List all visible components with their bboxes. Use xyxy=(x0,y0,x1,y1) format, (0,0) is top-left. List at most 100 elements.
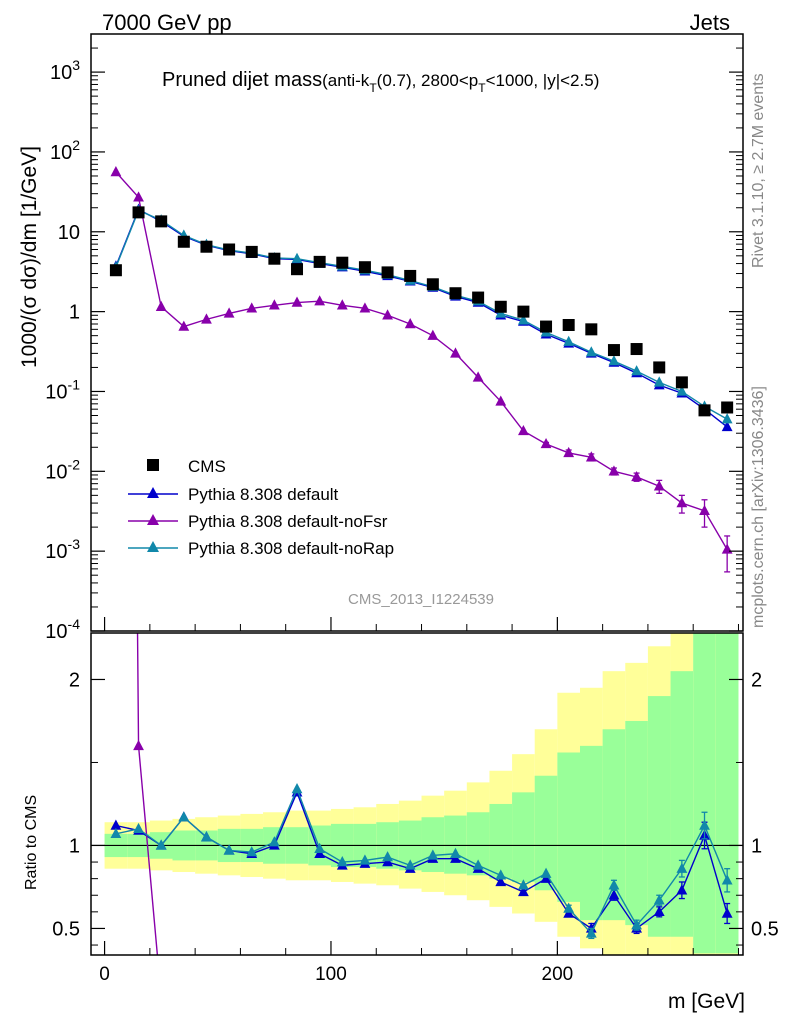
cms-point xyxy=(540,320,553,333)
band-inner-bin xyxy=(444,815,467,874)
ratio-point xyxy=(540,867,552,878)
bottom-ylabel: Ratio to CMS xyxy=(23,795,40,890)
series-line-2 xyxy=(115,209,728,420)
y-tick-label: 103 xyxy=(50,57,80,84)
x-tick-label: 100 xyxy=(315,964,347,985)
series-point xyxy=(631,365,642,376)
band-inner-bin xyxy=(421,817,445,873)
series-point xyxy=(518,314,529,325)
y-tick-label: 10-3 xyxy=(45,536,80,563)
xlabel: m [GeV] xyxy=(668,990,745,1013)
cms-point xyxy=(630,343,643,356)
ratio-point xyxy=(404,859,416,870)
series-point xyxy=(336,299,348,310)
top-ylabel: 1000/(σ dσ)/dm [1/GeV] xyxy=(18,146,41,368)
series-point xyxy=(676,385,688,396)
legend-cms-label: CMS xyxy=(188,457,226,476)
cms-point xyxy=(177,235,190,248)
series-point xyxy=(721,543,733,554)
y-tick-label: 102 xyxy=(50,137,80,164)
title-sub-2: (0.7), 2800<p xyxy=(377,71,479,90)
series-point xyxy=(585,346,597,357)
top-frame xyxy=(90,33,744,632)
band-inner-bin xyxy=(489,803,513,879)
series-point xyxy=(359,302,371,313)
top-series-lines xyxy=(110,166,733,573)
band-inner-bin xyxy=(557,752,580,902)
cms-point xyxy=(109,264,122,277)
ratio-point xyxy=(246,846,258,857)
legend-norap-marker xyxy=(147,541,159,552)
band-inner-bin xyxy=(580,745,603,921)
legend-nofsr-label: Pythia 8.308 default-noFsr xyxy=(188,512,388,531)
legend-default-label: Pythia 8.308 default xyxy=(188,485,339,504)
ratio-point xyxy=(721,874,733,885)
series-point xyxy=(133,191,144,202)
legend-cms-marker xyxy=(147,459,159,471)
ratio-point xyxy=(450,847,461,858)
cms-point xyxy=(358,261,371,274)
series-point xyxy=(585,451,597,462)
cms-point xyxy=(653,361,666,374)
y-tick-label: 10-1 xyxy=(45,376,80,403)
series-point xyxy=(291,296,303,307)
title-sub-T: T xyxy=(369,81,377,95)
header-left: 7000 GeV pp xyxy=(102,10,232,35)
ratio-tick-label: 2 xyxy=(69,669,80,691)
band-inner-bin xyxy=(602,729,626,921)
bottom-frame xyxy=(90,632,744,956)
cms-point xyxy=(404,269,417,282)
band-inner-bin xyxy=(625,720,648,926)
cms-point xyxy=(675,376,688,389)
ratio-point xyxy=(178,811,190,822)
cms-point xyxy=(200,240,213,253)
cms-point xyxy=(721,401,734,414)
cms-point xyxy=(426,278,439,291)
ratio-point xyxy=(721,907,733,918)
ratio-point xyxy=(585,927,597,938)
cms-point xyxy=(449,287,462,300)
series-point xyxy=(450,347,461,358)
title-sub-3: <1000, |y|<2.5) xyxy=(486,71,600,90)
cms-point xyxy=(698,404,711,417)
chart-title: Pruned dijet mass(anti-kT(0.7), 2800<pT<… xyxy=(162,69,599,95)
series-point xyxy=(268,299,280,310)
series-point xyxy=(563,335,575,346)
ratio-point xyxy=(155,839,167,850)
series-point xyxy=(427,329,439,340)
series-point xyxy=(178,320,190,331)
ratio-point xyxy=(133,822,144,834)
cms-point xyxy=(223,243,236,256)
band-inner-bin xyxy=(466,812,490,876)
ratio-point xyxy=(653,905,665,917)
ratio-point xyxy=(608,889,620,900)
ratio-point xyxy=(653,894,665,905)
series-point xyxy=(721,420,733,432)
cms-point xyxy=(291,263,304,276)
band-inner-bin xyxy=(693,633,716,954)
cms-point xyxy=(562,318,575,331)
series-point xyxy=(608,355,620,366)
series-point xyxy=(155,300,167,311)
cms-point xyxy=(494,300,507,313)
ratio-point xyxy=(472,859,484,870)
legend-norap-label: Pythia 8.308 default-noRap xyxy=(188,539,394,558)
series-point xyxy=(382,309,393,320)
series-point xyxy=(653,376,665,387)
title-main: Pruned dijet mass xyxy=(162,69,322,91)
ratio-point xyxy=(268,836,280,847)
legend-default-marker xyxy=(147,487,159,498)
series-point xyxy=(721,413,733,424)
cms-point xyxy=(585,323,598,336)
band-inner-bin xyxy=(647,696,671,937)
series-point xyxy=(608,465,620,476)
cms-point xyxy=(155,215,168,228)
series-line-1 xyxy=(115,171,728,550)
series-point xyxy=(518,424,529,436)
ratio-point xyxy=(427,849,439,860)
band-inner-bin xyxy=(534,775,558,891)
ratio-point xyxy=(495,869,507,880)
series-point xyxy=(314,295,326,306)
ratio-point xyxy=(699,819,710,830)
ratio-point xyxy=(201,831,212,842)
